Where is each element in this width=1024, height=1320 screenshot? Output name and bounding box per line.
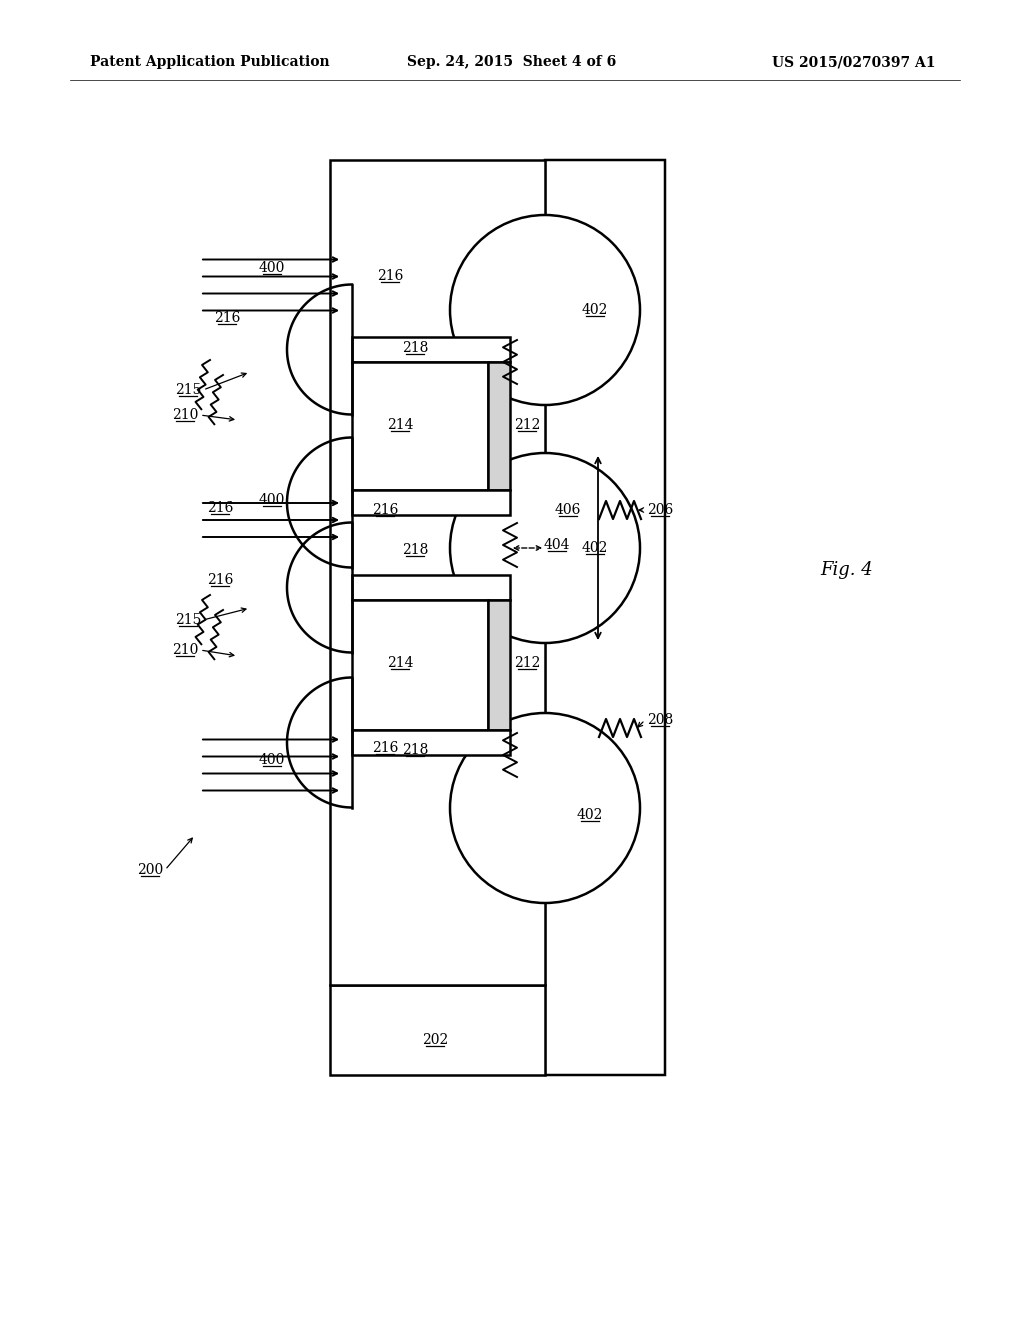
- Text: 402: 402: [582, 541, 608, 554]
- Text: 218: 218: [401, 543, 428, 557]
- Bar: [352, 490, 510, 515]
- Text: 206: 206: [647, 503, 673, 517]
- Text: 200: 200: [137, 863, 163, 876]
- Text: Sep. 24, 2015  Sheet 4 of 6: Sep. 24, 2015 Sheet 4 of 6: [408, 55, 616, 69]
- Text: 406: 406: [555, 503, 582, 517]
- Bar: [352, 337, 510, 362]
- Text: 404: 404: [544, 539, 570, 552]
- Text: 215: 215: [175, 383, 201, 397]
- Text: 216: 216: [214, 312, 241, 325]
- Bar: [352, 601, 488, 730]
- Bar: [330, 985, 545, 1074]
- Text: Fig. 4: Fig. 4: [820, 561, 872, 579]
- Text: 202: 202: [422, 1034, 449, 1047]
- Text: 402: 402: [582, 304, 608, 317]
- Text: 212: 212: [514, 656, 541, 671]
- Bar: [488, 601, 510, 730]
- Circle shape: [450, 453, 640, 643]
- Text: US 2015/0270397 A1: US 2015/0270397 A1: [771, 55, 935, 69]
- Text: 400: 400: [259, 492, 286, 507]
- Bar: [352, 576, 510, 601]
- Text: 216: 216: [207, 502, 233, 515]
- Bar: [330, 160, 545, 985]
- Text: 400: 400: [259, 752, 286, 767]
- Text: 402: 402: [577, 808, 603, 822]
- Bar: [352, 362, 488, 490]
- Circle shape: [450, 713, 640, 903]
- Text: 216: 216: [372, 503, 398, 517]
- Text: 216: 216: [207, 573, 233, 587]
- Text: 210: 210: [172, 408, 199, 422]
- Text: 212: 212: [514, 418, 541, 432]
- Text: 214: 214: [387, 418, 414, 432]
- Text: 400: 400: [259, 261, 286, 275]
- Text: 208: 208: [647, 713, 673, 727]
- Circle shape: [450, 215, 640, 405]
- Text: 215: 215: [175, 612, 201, 627]
- Bar: [352, 730, 510, 755]
- Text: 214: 214: [387, 656, 414, 671]
- PathPatch shape: [450, 160, 665, 1074]
- Text: Patent Application Publication: Patent Application Publication: [90, 55, 330, 69]
- Text: 218: 218: [401, 743, 428, 756]
- Text: 216: 216: [372, 741, 398, 755]
- Text: 218: 218: [401, 341, 428, 355]
- Text: 210: 210: [172, 643, 199, 657]
- Text: 216: 216: [377, 269, 403, 282]
- Bar: [488, 362, 510, 490]
